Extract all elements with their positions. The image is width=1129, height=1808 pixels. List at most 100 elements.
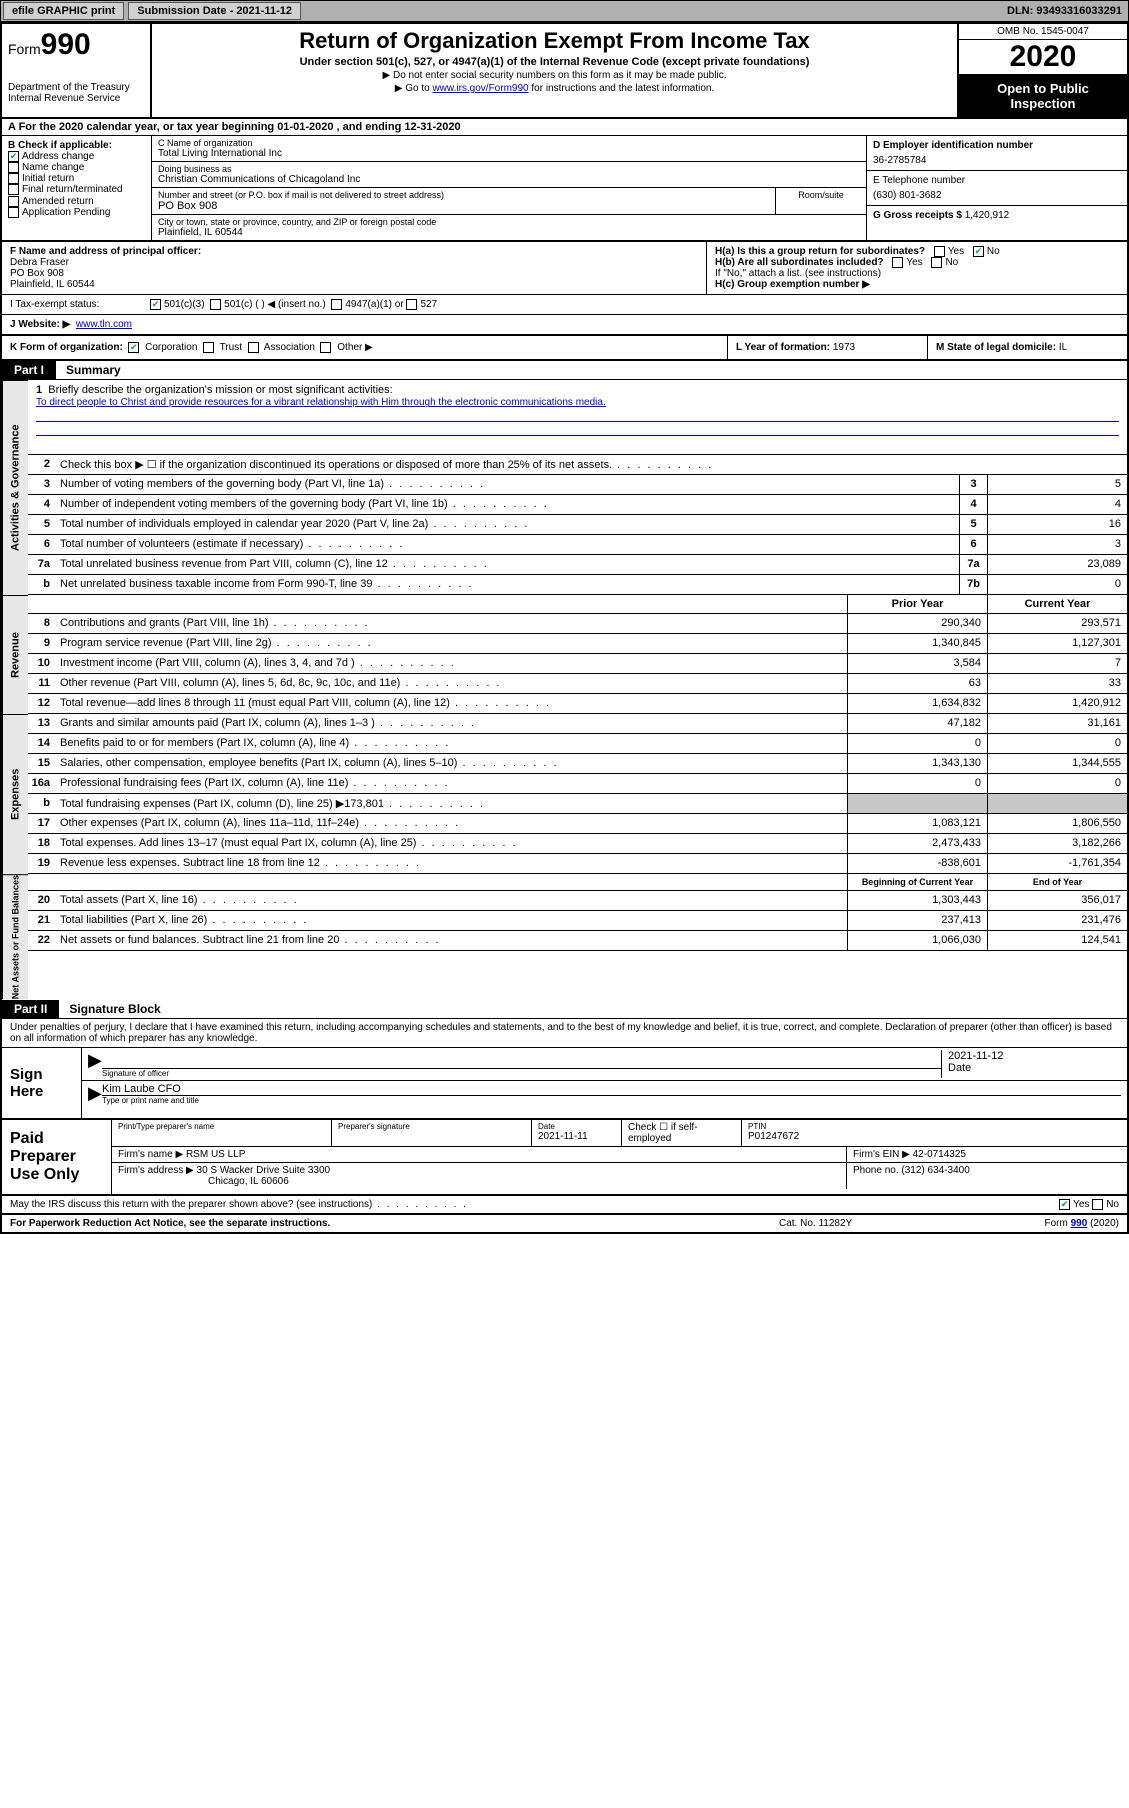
- line-num: 4: [28, 495, 56, 514]
- chk-501c[interactable]: [210, 299, 221, 310]
- status-label: I Tax-exempt status:: [10, 299, 150, 310]
- street-label: Number and street (or P.O. box if mail i…: [158, 190, 769, 200]
- data-line: 20Total assets (Part X, line 16)1,303,44…: [28, 891, 1127, 911]
- chk-other[interactable]: [320, 342, 331, 353]
- officer-signature[interactable]: Signature of officer: [102, 1050, 941, 1078]
- state-domicile: IL: [1059, 342, 1067, 353]
- line-text: Net unrelated business taxable income fr…: [56, 575, 959, 594]
- h-b: H(b) Are all subordinates included? Yes …: [715, 257, 1119, 268]
- k-label: K Form of organization:: [10, 342, 123, 353]
- side-netassets: Net Assets or Fund Balances: [2, 874, 28, 999]
- block-c: C Name of organization Total Living Inte…: [152, 136, 867, 240]
- opt-corp: Corporation: [145, 342, 197, 353]
- cat-no: Cat. No. 11282Y: [779, 1218, 959, 1229]
- ha-yes-chk[interactable]: [934, 246, 945, 257]
- opt-501c3: 501(c)(3): [164, 299, 205, 310]
- hb-yes-chk[interactable]: [892, 257, 903, 268]
- prior-value: 3,584: [847, 654, 987, 673]
- chk-final-return[interactable]: Final return/terminated: [8, 184, 145, 195]
- block-m: M State of legal domicile: IL: [927, 336, 1127, 359]
- prior-value: -838,601: [847, 854, 987, 873]
- line-text: Net assets or fund balances. Subtract li…: [56, 931, 847, 950]
- data-line: 19Revenue less expenses. Subtract line 1…: [28, 854, 1127, 874]
- form-label: Form: [8, 41, 41, 57]
- officer-addr2: Plainfield, IL 60544: [10, 279, 698, 290]
- l-label: L Year of formation:: [736, 342, 830, 353]
- line-num: 16a: [28, 774, 56, 793]
- chk-app-pending[interactable]: Application Pending: [8, 207, 145, 218]
- governance-group: Activities & Governance 1 Briefly descri…: [2, 380, 1127, 595]
- prep-sig-label: Preparer's signature: [338, 1122, 525, 1131]
- side-revenue: Revenue: [2, 595, 28, 714]
- expenses-group: Expenses 13Grants and similar amounts pa…: [2, 714, 1127, 874]
- mission-num: 1: [36, 384, 42, 396]
- ha-no-chk[interactable]: [973, 246, 984, 257]
- form-990-link[interactable]: 990: [1071, 1218, 1088, 1229]
- part2-tag: Part II: [2, 1000, 59, 1018]
- hc-label: H(c) Group exemption number ▶: [715, 279, 870, 290]
- line-num: 7a: [28, 555, 56, 574]
- hb-no-chk[interactable]: [931, 257, 942, 268]
- opt-assoc: Association: [264, 342, 315, 353]
- line-text: Number of independent voting members of …: [56, 495, 959, 514]
- ptin-label: PTIN: [748, 1122, 1121, 1131]
- chk-4947[interactable]: [331, 299, 342, 310]
- no-label: No: [987, 246, 1000, 257]
- chk-assoc[interactable]: [248, 342, 259, 353]
- chk-amended[interactable]: Amended return: [8, 196, 145, 207]
- line-num: 21: [28, 911, 56, 930]
- line-num: 14: [28, 734, 56, 753]
- prep-date: 2021-11-11: [538, 1131, 588, 1142]
- form-post: (2020): [1087, 1218, 1119, 1229]
- chk-address-change[interactable]: Address change: [8, 151, 145, 162]
- chk-501c3[interactable]: [150, 299, 161, 310]
- submission-date-button[interactable]: Submission Date - 2021-11-12: [128, 2, 301, 20]
- current-value: 124,541: [987, 931, 1127, 950]
- firm-phone: (312) 634-3400: [901, 1165, 969, 1176]
- blocks-fh: F Name and address of principal officer:…: [2, 242, 1127, 295]
- efile-print-button[interactable]: efile GRAPHIC print: [3, 2, 124, 20]
- current-value: 0: [987, 774, 1127, 793]
- website-link[interactable]: www.tln.com: [76, 319, 132, 330]
- line-text: Salaries, other compensation, employee b…: [56, 754, 847, 773]
- chk-corp[interactable]: [128, 342, 139, 353]
- line-text: Total unrelated business revenue from Pa…: [56, 555, 959, 574]
- prep-self-label: Check ☐ if self-employed: [628, 1122, 698, 1144]
- gross-label: G Gross receipts $: [873, 210, 962, 221]
- hb-note: If "No," attach a list. (see instruction…: [715, 268, 1119, 279]
- discuss-no-chk[interactable]: [1092, 1199, 1103, 1210]
- firm-phone-label: Phone no.: [853, 1165, 899, 1176]
- open-to-public: Open to Public Inspection: [959, 75, 1127, 117]
- org-name: Total Living International Inc: [158, 148, 860, 159]
- block-l: L Year of formation: 1973: [727, 336, 927, 359]
- line-box: 6: [959, 535, 987, 554]
- sign-section: Sign Here ▶ Signature of officer 2021-11…: [2, 1048, 1127, 1120]
- line-num: 8: [28, 614, 56, 633]
- current-value: [987, 794, 1127, 813]
- tax-period: A For the 2020 calendar year, or tax yea…: [2, 119, 1127, 136]
- firm-addr1: 30 S Wacker Drive Suite 3300: [197, 1165, 331, 1176]
- part2-title: Signature Block: [59, 1002, 160, 1016]
- irs-form990-link[interactable]: www.irs.gov/Form990: [432, 83, 528, 94]
- street: PO Box 908: [158, 200, 769, 212]
- city: Plainfield, IL 60544: [158, 227, 860, 238]
- line-num: 6: [28, 535, 56, 554]
- chk-527[interactable]: [406, 299, 417, 310]
- form-ref: Form 990 (2020): [959, 1218, 1119, 1229]
- prior-value: 1,343,130: [847, 754, 987, 773]
- prior-value: 47,182: [847, 714, 987, 733]
- block-b: B Check if applicable: Address change Na…: [2, 136, 152, 240]
- chk-name-change[interactable]: Name change: [8, 162, 145, 173]
- officer-addr1: PO Box 908: [10, 268, 698, 279]
- prior-value: 1,066,030: [847, 931, 987, 950]
- discuss-yes-chk[interactable]: [1059, 1199, 1070, 1210]
- chk-trust[interactable]: [203, 342, 214, 353]
- form-header: Form990 Department of the Treasury Inter…: [2, 24, 1127, 119]
- firm-addr2: Chicago, IL 60606: [208, 1176, 289, 1187]
- line-box: 7b: [959, 575, 987, 594]
- chk-initial-return[interactable]: Initial return: [8, 173, 145, 184]
- line-value: 5: [987, 475, 1127, 494]
- line-text: Contributions and grants (Part VIII, lin…: [56, 614, 847, 633]
- line-num: 20: [28, 891, 56, 910]
- line-text: Other revenue (Part VIII, column (A), li…: [56, 674, 847, 693]
